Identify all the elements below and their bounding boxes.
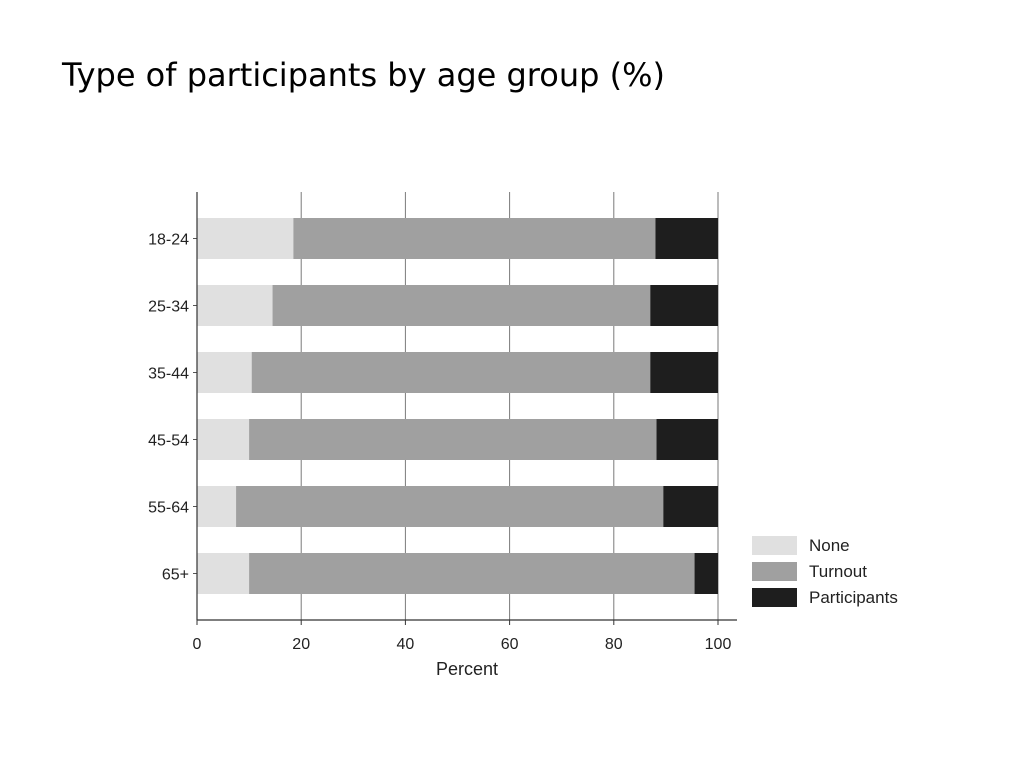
bar-segment bbox=[293, 218, 656, 259]
x-axis-label: Percent bbox=[436, 659, 498, 679]
x-tick-label: 20 bbox=[292, 636, 310, 653]
category-label: 25-34 bbox=[148, 299, 189, 316]
legend-swatch bbox=[752, 588, 797, 607]
bar-segment bbox=[655, 218, 718, 259]
bar-segment bbox=[197, 486, 237, 527]
bar-segment bbox=[197, 218, 294, 259]
x-tick-label: 40 bbox=[397, 636, 415, 653]
bar-segment bbox=[197, 553, 250, 594]
category-label: 45-54 bbox=[148, 433, 189, 450]
x-tick-label: 100 bbox=[705, 636, 732, 653]
grid-lines bbox=[300, 192, 719, 620]
axes: 18-24 25-34 35-44 45-54 55-64 65+ 0 20 40 60 80 100… bbox=[148, 192, 737, 679]
legend-swatch bbox=[752, 562, 797, 581]
legend-label: Participants bbox=[809, 588, 898, 607]
bar-segment bbox=[197, 352, 252, 393]
bar-segment bbox=[197, 419, 250, 460]
x-tick-label: 60 bbox=[501, 636, 519, 653]
bar-segment bbox=[650, 285, 718, 326]
legend-swatch bbox=[752, 536, 797, 555]
bar-segment bbox=[656, 419, 718, 460]
legend-label: None bbox=[809, 536, 850, 555]
bar-segment bbox=[249, 419, 657, 460]
bar-segment bbox=[694, 553, 718, 594]
bar-segment bbox=[197, 285, 273, 326]
x-tick-label: 80 bbox=[605, 636, 623, 653]
bar-segment bbox=[272, 285, 651, 326]
legend-label: Turnout bbox=[809, 562, 867, 581]
bar-segment bbox=[650, 352, 718, 393]
bar-segment bbox=[251, 352, 651, 393]
legend: None Turnout Participants bbox=[752, 536, 898, 607]
bars bbox=[197, 218, 718, 594]
category-label: 65+ bbox=[162, 567, 189, 584]
category-label: 35-44 bbox=[148, 366, 189, 383]
bar-segment bbox=[236, 486, 664, 527]
page-title: Type of participants by age group (%) bbox=[62, 56, 665, 94]
x-tick-label: 0 bbox=[193, 636, 202, 653]
category-label: 55-64 bbox=[148, 500, 189, 517]
bar-segment bbox=[249, 553, 695, 594]
bar-segment bbox=[663, 486, 718, 527]
category-label: 18-24 bbox=[148, 232, 189, 249]
